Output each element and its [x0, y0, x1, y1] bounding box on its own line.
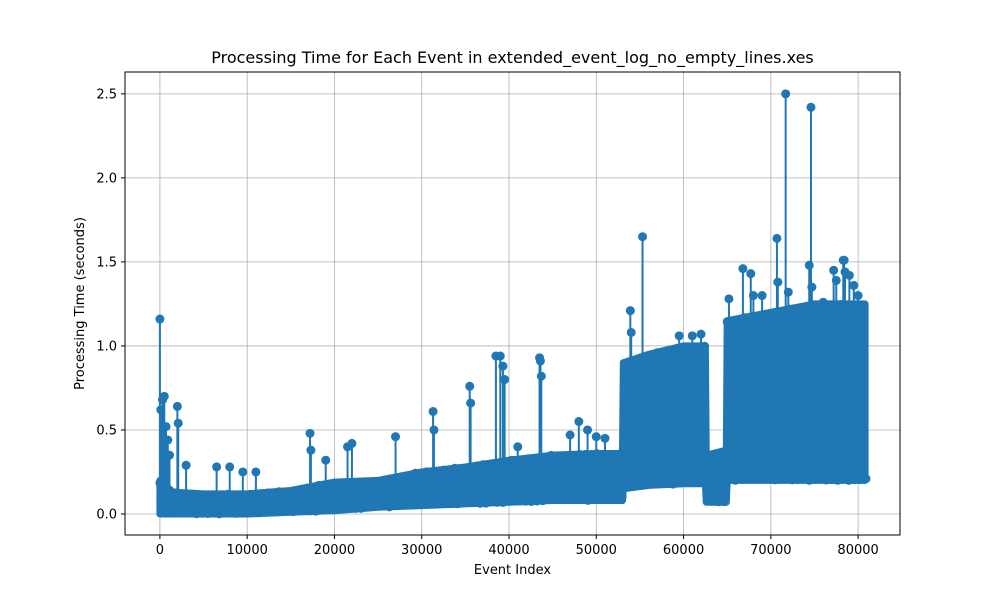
- chart-title: Processing Time for Each Event in extend…: [211, 48, 814, 68]
- data-point: [181, 460, 191, 470]
- data-point: [858, 303, 868, 313]
- x-axis-title: Event Index: [474, 563, 551, 578]
- data-point: [853, 291, 863, 301]
- data-point: [600, 433, 610, 443]
- data-point: [807, 282, 817, 292]
- data-point: [724, 294, 734, 304]
- data-point: [306, 445, 316, 455]
- data-point: [498, 361, 508, 371]
- data-point: [700, 341, 710, 351]
- y-tick-label: 0.0: [96, 507, 117, 522]
- data-point: [159, 391, 169, 401]
- data-point: [831, 275, 841, 285]
- data-point: [513, 442, 523, 452]
- data-point: [161, 481, 171, 491]
- data-point: [772, 233, 782, 243]
- data-point: [849, 280, 859, 290]
- data-point: [626, 327, 636, 337]
- x-tick-label: 0: [156, 543, 164, 558]
- y-tick-label: 0.5: [96, 423, 117, 438]
- data-point: [839, 255, 849, 265]
- data-point: [321, 455, 331, 465]
- data-point: [638, 232, 648, 242]
- data-point: [806, 102, 816, 112]
- data-point: [674, 331, 684, 341]
- data-point: [614, 449, 624, 459]
- y-tick-label: 2.0: [96, 171, 117, 186]
- data-point: [696, 329, 706, 339]
- data-point: [591, 432, 601, 442]
- data-point: [465, 381, 475, 391]
- data-point: [495, 351, 505, 361]
- data-point: [500, 375, 510, 385]
- data-point: [734, 318, 744, 328]
- data-point: [173, 418, 183, 428]
- data-point: [155, 314, 165, 324]
- data-point: [161, 422, 171, 432]
- data-point: [779, 309, 789, 319]
- data-point: [574, 417, 584, 427]
- data-point: [347, 438, 357, 448]
- axis-ticks: 0 10000 20000 30000 40000 50000 60000 70000 8000…: [96, 87, 878, 558]
- data-point: [717, 450, 727, 460]
- data-point: [804, 260, 814, 270]
- data-point: [687, 331, 697, 341]
- data-point: [781, 89, 791, 99]
- y-tick-label: 1.0: [96, 339, 117, 354]
- data-point: [165, 450, 175, 460]
- data-point: [429, 425, 439, 435]
- data-point: [748, 291, 758, 301]
- plot-frame: [124, 71, 901, 536]
- x-tick-label: 70000: [750, 543, 791, 558]
- y-tick-label: 1.5: [96, 255, 117, 270]
- data-point: [583, 425, 593, 435]
- data-point: [305, 428, 315, 438]
- data-point: [617, 493, 627, 503]
- data-point: [844, 270, 854, 280]
- data-point: [172, 401, 182, 411]
- y-axis-title: Processing Time (seconds): [73, 217, 88, 390]
- data-point: [757, 291, 767, 301]
- data-point: [746, 269, 756, 279]
- data-point: [773, 277, 783, 287]
- data-point: [783, 287, 793, 297]
- data-point: [719, 497, 729, 507]
- x-tick-label: 30000: [401, 543, 442, 558]
- data-point: [466, 398, 476, 408]
- x-tick-label: 10000: [227, 543, 268, 558]
- x-tick-label: 50000: [576, 543, 617, 558]
- data-point: [163, 435, 173, 445]
- x-tick-label: 60000: [663, 543, 704, 558]
- data-point: [535, 356, 545, 366]
- data-point: [391, 432, 401, 442]
- data-point: [225, 462, 235, 472]
- data-point: [536, 371, 546, 381]
- data-point: [861, 474, 871, 484]
- series-group: [155, 89, 871, 519]
- data-point: [738, 264, 748, 274]
- data-point: [428, 406, 438, 416]
- data-point: [238, 467, 248, 477]
- x-tick-label: 20000: [314, 543, 355, 558]
- x-tick-label: 80000: [837, 543, 878, 558]
- plot-series: [155, 89, 871, 519]
- x-tick-label: 40000: [488, 543, 529, 558]
- y-tick-label: 2.5: [96, 87, 117, 102]
- data-point: [702, 478, 712, 488]
- data-point: [625, 306, 635, 316]
- data-point: [212, 462, 222, 472]
- data-point: [565, 430, 575, 440]
- data-point: [251, 467, 261, 477]
- data-point: [829, 265, 839, 275]
